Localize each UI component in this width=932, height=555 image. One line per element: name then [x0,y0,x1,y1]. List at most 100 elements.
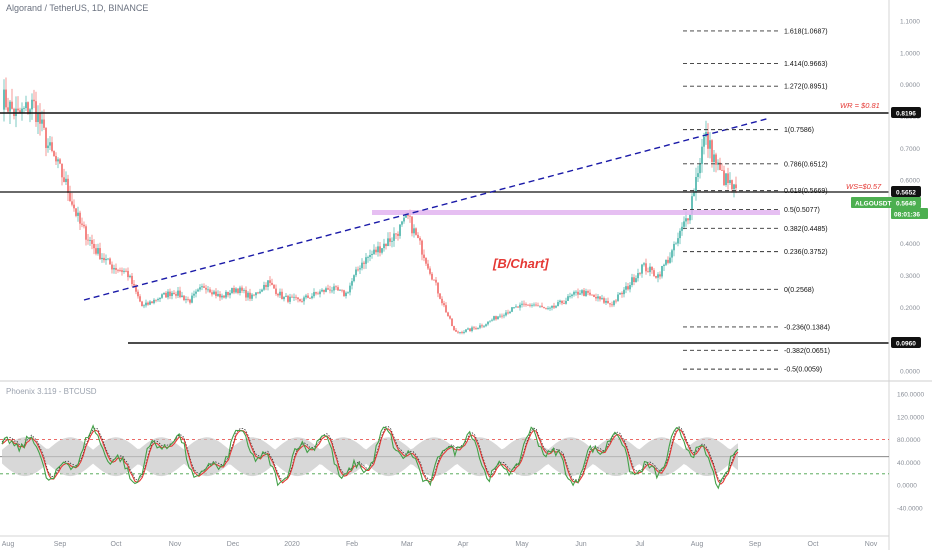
candle-body [91,240,93,244]
candle-body [211,292,213,295]
candle-body [455,330,457,332]
time-axis[interactable]: Aug Sep Oct Nov Dec 2020 Feb Mar Apr May Jun Jul Aug… [2,541,878,548]
candle-body [679,230,681,239]
candle-body [197,289,199,292]
candle-body [201,286,203,288]
candle-body [401,221,403,225]
time-tick-label: Jul [636,541,645,548]
candle-body [561,300,563,304]
fibonacci-levels[interactable]: 1.618(1.0687) 1.414(0.9663) 1.272(0.8951) 1… [683,28,830,374]
candle-body [541,305,543,307]
candle-body [7,107,9,112]
candle-body [169,291,171,296]
fib-label: 1.272(0.8951) [784,84,828,91]
support-badge: 0.0960 [891,337,921,348]
candle-body [209,289,211,293]
candle-body [601,298,603,300]
candle-body [483,325,485,327]
price-tick-label: 0.3000 [900,273,920,280]
candle-body [103,257,105,261]
oscillator-title: Phoenix 3.119 - BTCUSD [6,387,97,396]
candle-body [653,270,655,277]
candle-body [447,312,449,317]
candle-body [125,270,127,272]
candle-body [625,286,627,290]
candle-body [383,243,385,249]
candle-body [279,291,281,296]
oscillator-axis[interactable]: 160.0000 120.0000 80.0000 40.0000 0.0000 -40.… [897,392,924,513]
candle-body [101,257,103,260]
candle-body [475,328,477,329]
candle-body [489,320,491,322]
candle-body [513,307,515,308]
candle-body [613,300,615,306]
candle-body [139,296,141,302]
candle-body [563,303,565,305]
candle-body [107,258,109,260]
candle-body [445,305,447,313]
candle-body [89,240,91,241]
candle-body [5,89,7,108]
candle-body [517,306,519,308]
candle-body [329,289,331,291]
time-tick-label: Apr [458,541,470,548]
osc-band-area [2,437,738,477]
candle-body [301,300,303,302]
fib-label: 0.382(0.4485) [784,226,828,233]
candle-body [85,226,87,240]
svg-text:0.5649: 0.5649 [896,201,916,208]
candle-body [359,268,361,270]
candle-body [437,282,439,294]
osc-tick-label: 40.0000 [897,460,921,467]
trendline[interactable] [83,117,771,301]
candle-body [531,304,533,306]
candle-body [311,296,313,299]
candle-body [47,145,49,148]
candle-body [135,285,137,292]
candle-body [427,263,429,269]
candle-body [87,239,89,241]
candle-body [41,119,43,124]
fib-label: 0.236(0.3752) [784,249,828,256]
candle-body [55,156,57,162]
candle-body [443,303,445,306]
candle-body [525,304,527,306]
candle-body [161,294,163,298]
time-tick-label: Oct [808,541,819,548]
candle-body [577,291,579,295]
candle-body [433,279,435,281]
wr-annotation: WR = $0.81 [840,101,880,110]
time-tick-label: May [515,541,529,548]
candle-body [553,305,555,308]
candle-body [575,291,577,293]
osc-tick-label: 80.0000 [897,437,921,444]
candle-body [381,248,383,253]
candle-body [599,296,601,300]
candle-body [65,178,67,182]
candle-body [587,291,589,293]
candle-body [439,293,441,299]
candle-body [703,136,705,147]
candle-body [485,324,487,326]
candle-body [647,271,649,273]
candle-body [295,296,297,298]
candle-body [649,266,651,273]
candle-body [639,273,641,274]
candle-body [571,294,573,297]
candle-body [655,276,657,278]
candle-body [591,294,593,296]
candlestick-series [3,77,737,335]
candle-body [249,292,251,299]
candle-body [259,291,261,294]
candle-body [335,286,337,288]
candle-body [195,291,197,294]
candle-body [657,274,659,278]
candle-body [631,277,633,286]
candle-body [251,294,253,299]
candle-body [521,303,523,305]
candle-body [551,305,553,308]
candle-body [449,316,451,319]
candle-body [109,258,111,265]
